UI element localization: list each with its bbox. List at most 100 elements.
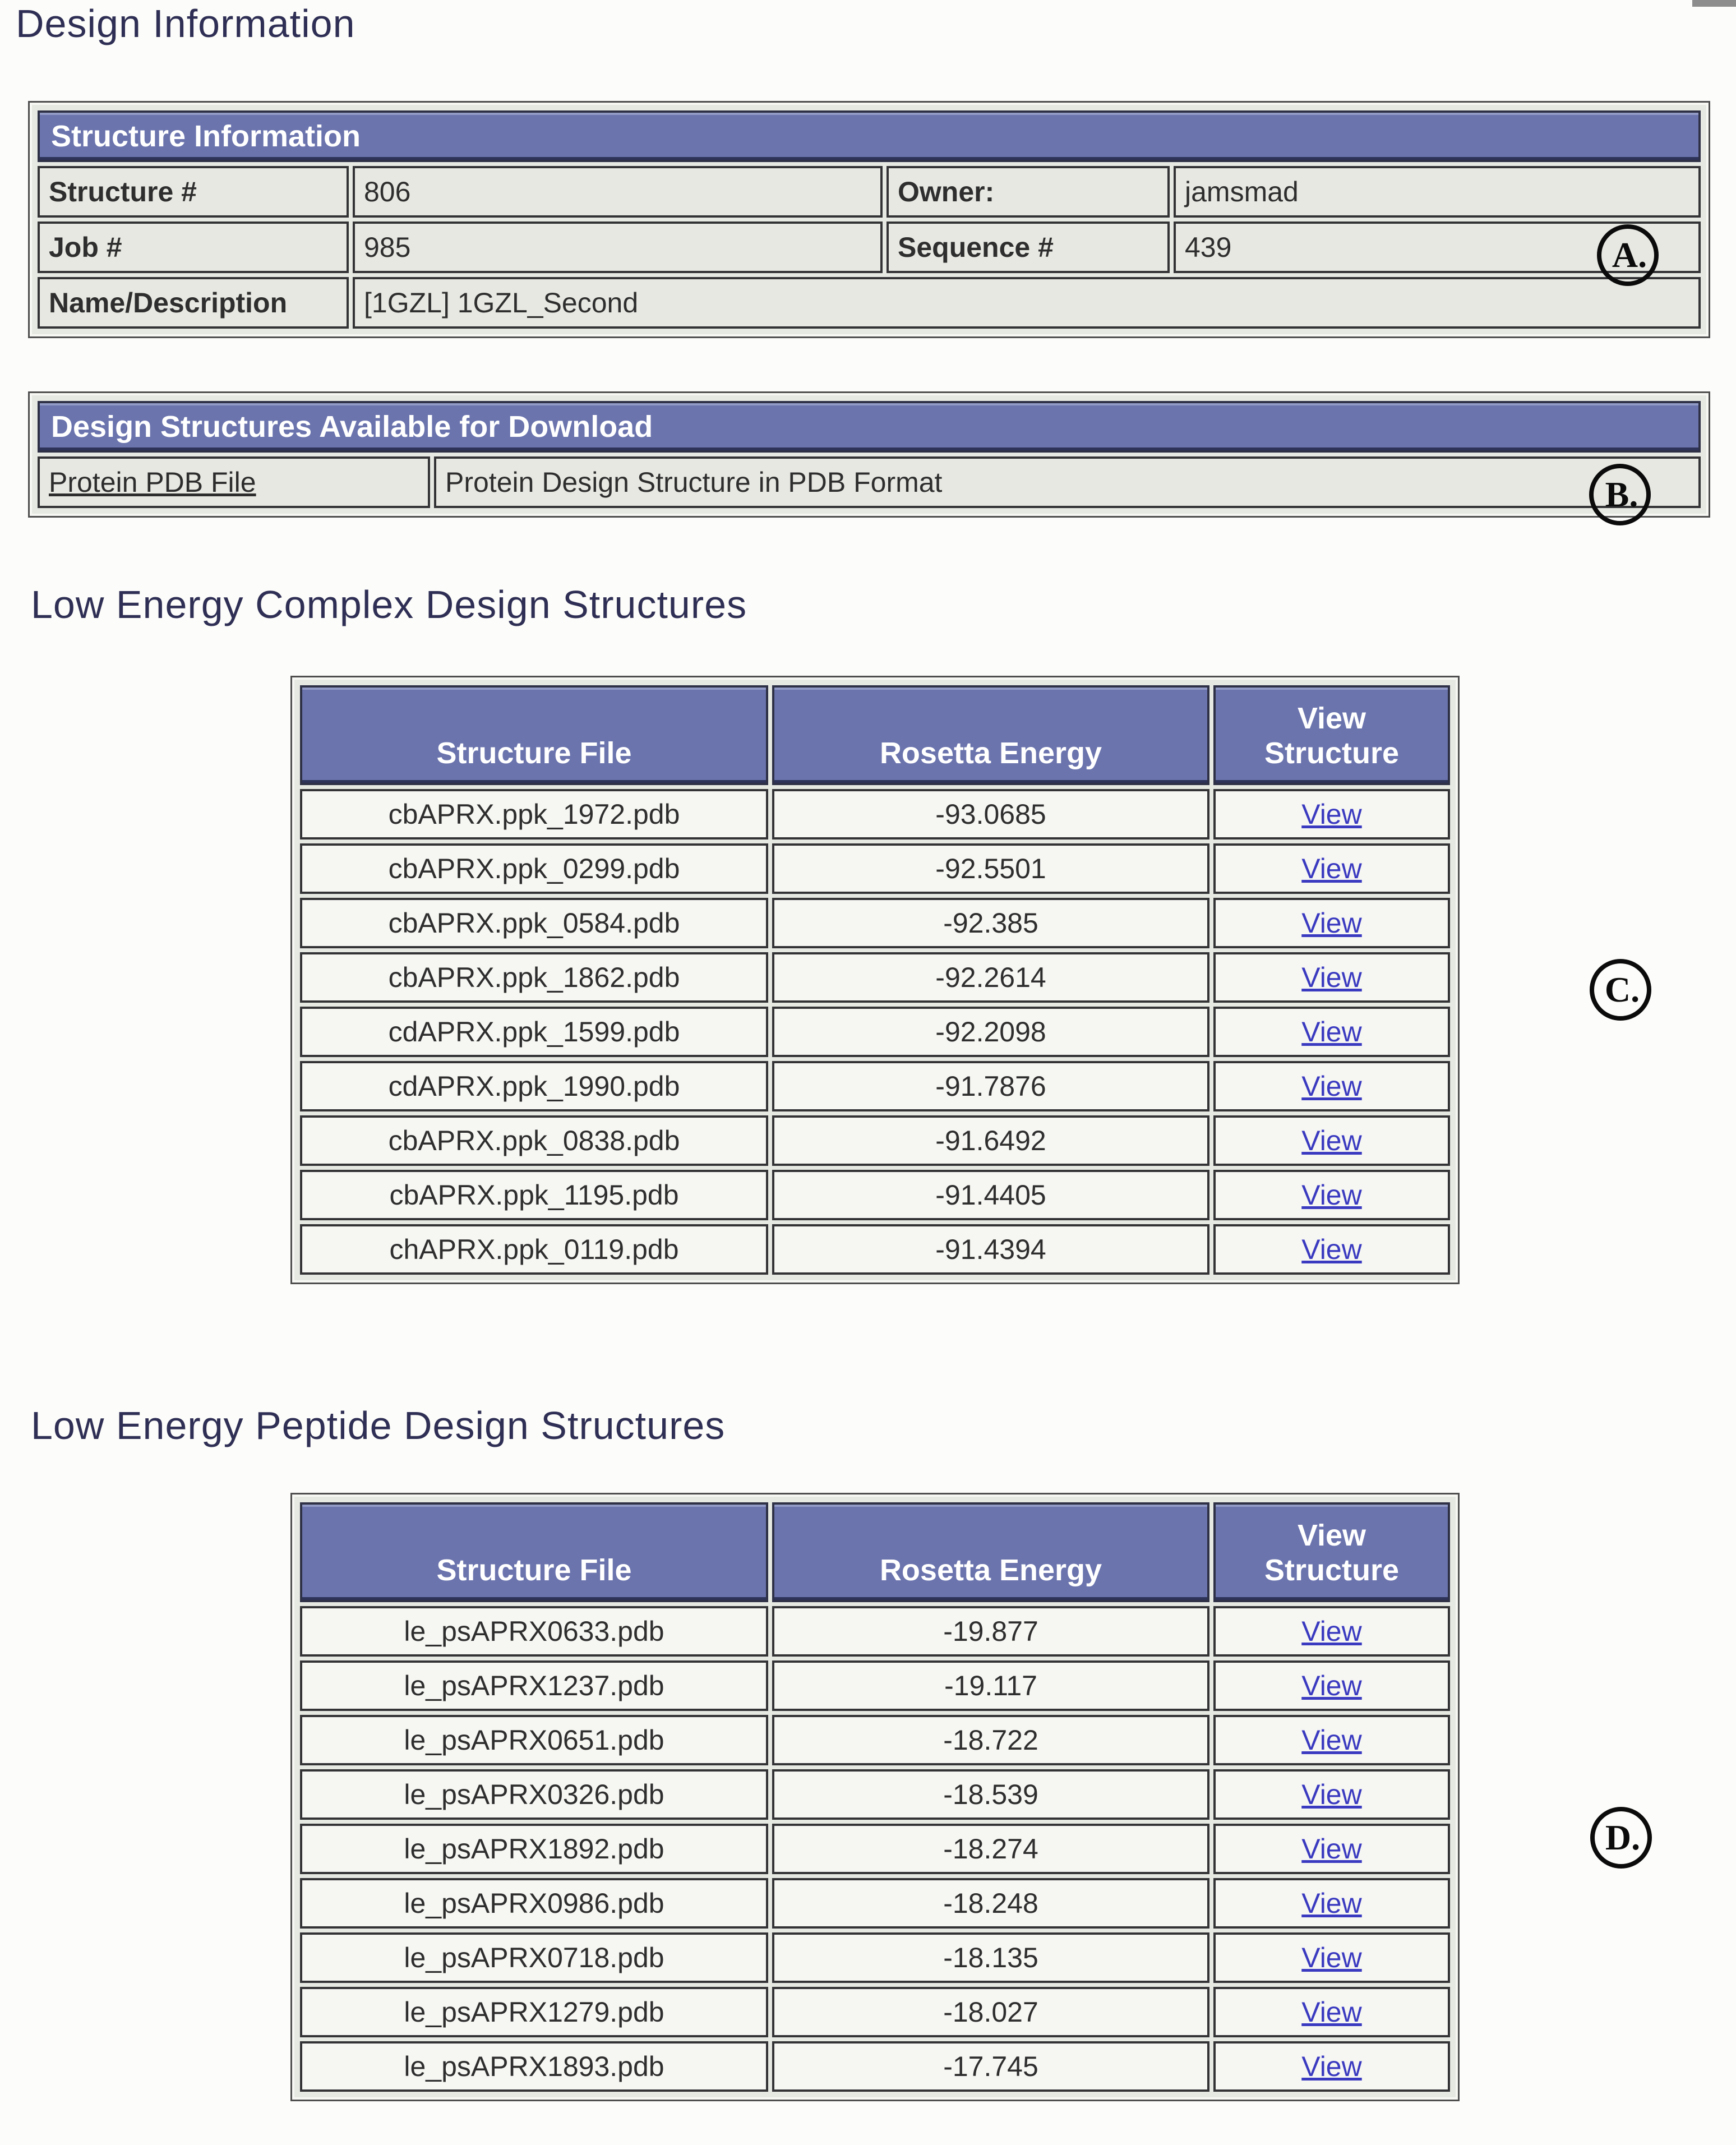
structure-file-cell: cbAPRX.ppk_1862.pdb: [300, 952, 768, 1003]
view-structure-cell: View: [1213, 843, 1450, 894]
structure-file-cell: le_psAPRX1893.pdb: [300, 2041, 768, 2092]
view-structure-link[interactable]: View: [1301, 1179, 1362, 1211]
table-row: cbAPRX.ppk_1195.pdb -91.4405 View: [300, 1170, 1450, 1220]
view-structure-cell: View: [1213, 2041, 1450, 2092]
structure-number-value: 806: [353, 166, 883, 218]
view-structure-cell: View: [1213, 1606, 1450, 1657]
owner-label: Owner:: [887, 166, 1170, 218]
view-structure-link[interactable]: View: [1301, 799, 1362, 830]
view-structure-link[interactable]: View: [1301, 1670, 1362, 1701]
structure-file-cell: cdAPRX.ppk_1599.pdb: [300, 1007, 768, 1057]
rosetta-energy-cell: -18.248: [772, 1878, 1209, 1929]
view-structure-link[interactable]: View: [1301, 1071, 1362, 1102]
column-header-view-structure: View Structure: [1213, 1502, 1450, 1602]
annotation-a: A.: [1597, 224, 1659, 286]
table-row: le_psAPRX0718.pdb -18.135 View: [300, 1932, 1450, 1983]
protein-pdb-description: Protein Design Structure in PDB Format: [434, 456, 1701, 508]
table-row: Job # 985 Sequence # 439: [38, 222, 1701, 273]
view-structure-link[interactable]: View: [1301, 1833, 1362, 1865]
rosetta-energy-cell: -91.4405: [772, 1170, 1209, 1220]
table-row: le_psAPRX0633.pdb -19.877 View: [300, 1606, 1450, 1657]
table-row: cbAPRX.ppk_0838.pdb -91.6492 View: [300, 1115, 1450, 1166]
view-structure-link[interactable]: View: [1301, 1996, 1362, 2028]
column-header-rosetta-energy: Rosetta Energy: [772, 1502, 1209, 1602]
table-row: cdAPRX.ppk_1599.pdb -92.2098 View: [300, 1007, 1450, 1057]
rosetta-energy-cell: -91.6492: [772, 1115, 1209, 1166]
name-description-label: Name/Description: [38, 277, 349, 329]
view-structure-link[interactable]: View: [1301, 1234, 1362, 1265]
view-structure-link[interactable]: View: [1301, 853, 1362, 884]
view-structure-cell: View: [1213, 898, 1450, 948]
rosetta-energy-cell: -92.385: [772, 898, 1209, 948]
table-row: le_psAPRX0326.pdb -18.539 View: [300, 1769, 1450, 1820]
structure-file-cell: cbAPRX.ppk_0838.pdb: [300, 1115, 768, 1166]
peptide-structures-grid: Structure File Rosetta Energy View Struc…: [296, 1498, 1454, 2096]
structure-file-cell: cbAPRX.ppk_1195.pdb: [300, 1170, 768, 1220]
table-row: cbAPRX.ppk_0584.pdb -92.385 View: [300, 898, 1450, 948]
rosetta-energy-cell: -92.2614: [772, 952, 1209, 1003]
view-structure-cell: View: [1213, 1715, 1450, 1765]
table-row: cdAPRX.ppk_1990.pdb -91.7876 View: [300, 1061, 1450, 1111]
view-structure-cell: View: [1213, 1115, 1450, 1166]
view-structure-link[interactable]: View: [1301, 1016, 1362, 1048]
structure-file-cell: chAPRX.ppk_0119.pdb: [300, 1224, 768, 1275]
view-structure-link[interactable]: View: [1301, 1724, 1362, 1756]
job-number-label: Job #: [38, 222, 349, 273]
structure-file-cell: le_psAPRX0326.pdb: [300, 1769, 768, 1820]
rosetta-energy-cell: -18.135: [772, 1932, 1209, 1983]
view-structure-cell: View: [1213, 1007, 1450, 1057]
rosetta-energy-cell: -91.7876: [772, 1061, 1209, 1111]
table-row: chAPRX.ppk_0119.pdb -91.4394 View: [300, 1224, 1450, 1275]
annotation-b: B.: [1589, 464, 1651, 525]
column-header-structure-file: Structure File: [300, 1502, 768, 1602]
rosetta-energy-cell: -19.877: [772, 1606, 1209, 1657]
column-header-rosetta-energy: Rosetta Energy: [772, 685, 1209, 785]
view-structure-cell: View: [1213, 1061, 1450, 1111]
owner-value: jamsmad: [1174, 166, 1701, 218]
structure-info-table: Structure Information Structure # 806 Ow…: [28, 101, 1710, 338]
table-row: le_psAPRX1279.pdb -18.027 View: [300, 1987, 1450, 2037]
view-structure-link[interactable]: View: [1301, 2051, 1362, 2082]
column-header-view-structure: View Structure: [1213, 685, 1450, 785]
view-structure-cell: View: [1213, 1660, 1450, 1711]
view-structure-cell: View: [1213, 789, 1450, 839]
structure-file-cell: le_psAPRX0986.pdb: [300, 1878, 768, 1929]
table-header-row: Structure File Rosetta Energy View Struc…: [300, 1502, 1450, 1602]
table-header-row: Design Structures Available for Download: [38, 401, 1701, 453]
downloads-header: Design Structures Available for Download: [38, 401, 1701, 453]
annotation-c: C.: [1590, 959, 1651, 1021]
table-row: Structure # 806 Owner: jamsmad: [38, 166, 1701, 218]
structure-info-header: Structure Information: [38, 110, 1701, 162]
view-structure-link[interactable]: View: [1301, 1942, 1362, 1973]
table-row: Name/Description [1GZL] 1GZL_Second: [38, 277, 1701, 329]
view-structure-link[interactable]: View: [1301, 1779, 1362, 1810]
peptide-structures-table: Structure File Rosetta Energy View Struc…: [290, 1493, 1460, 2101]
downloads-table: Design Structures Available for Download…: [28, 391, 1710, 518]
rosetta-energy-cell: -17.745: [772, 2041, 1209, 2092]
downloads-grid: Design Structures Available for Download…: [34, 397, 1705, 512]
table-row: le_psAPRX0986.pdb -18.248 View: [300, 1878, 1450, 1929]
rosetta-energy-cell: -92.2098: [772, 1007, 1209, 1057]
table-row: cbAPRX.ppk_0299.pdb -92.5501 View: [300, 843, 1450, 894]
structure-file-cell: cbAPRX.ppk_1972.pdb: [300, 789, 768, 839]
view-structure-link[interactable]: View: [1301, 1616, 1362, 1647]
view-structure-link[interactable]: View: [1301, 1125, 1362, 1156]
protein-pdb-file-link[interactable]: Protein PDB File: [49, 467, 256, 498]
protein-pdb-file-cell: Protein PDB File: [38, 456, 430, 508]
sequence-number-label: Sequence #: [887, 222, 1170, 273]
view-structure-link[interactable]: View: [1301, 1888, 1362, 1919]
table-row: cbAPRX.ppk_1862.pdb -92.2614 View: [300, 952, 1450, 1003]
structure-file-cell: le_psAPRX0651.pdb: [300, 1715, 768, 1765]
table-row: le_psAPRX0651.pdb -18.722 View: [300, 1715, 1450, 1765]
rosetta-energy-cell: -18.027: [772, 1987, 1209, 2037]
table-row: le_psAPRX1237.pdb -19.117 View: [300, 1660, 1450, 1711]
structure-file-cell: cbAPRX.ppk_0299.pdb: [300, 843, 768, 894]
rosetta-energy-cell: -91.4394: [772, 1224, 1209, 1275]
table-row: Protein PDB File Protein Design Structur…: [38, 456, 1701, 508]
view-structure-link[interactable]: View: [1301, 962, 1362, 993]
view-structure-link[interactable]: View: [1301, 907, 1362, 939]
complex-structures-table: Structure File Rosetta Energy View Struc…: [290, 676, 1460, 1284]
page-title: Design Information: [16, 2, 355, 45]
structure-file-cell: le_psAPRX1279.pdb: [300, 1987, 768, 2037]
